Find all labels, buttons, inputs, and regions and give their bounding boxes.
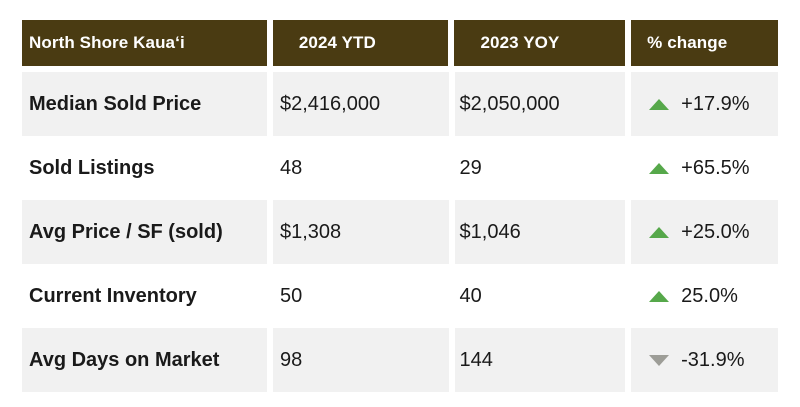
market-stats-table: North Shore Kaua‘i 2024 YTD 2023 YOY % c… xyxy=(22,20,778,392)
value-2023: 144 xyxy=(459,348,493,371)
value-2023: $1,046 xyxy=(459,220,521,243)
table-row-avg-days-on-market: Avg Days on Market 98 144 -31.9% xyxy=(22,328,778,392)
row-label: Current Inventory xyxy=(29,284,197,307)
value-2024: $2,416,000 xyxy=(279,92,381,115)
table-row-median-sold-price: Median Sold Price $2,416,000 $2,050,000 … xyxy=(22,72,778,136)
up-arrow-icon xyxy=(649,226,670,238)
table-row-avg-price-per-sf: Avg Price / SF (sold) $1,308 $1,046 +25.… xyxy=(22,200,778,264)
percent-change: 25.0% xyxy=(681,284,738,307)
value-2024: $1,308 xyxy=(279,220,342,243)
value-2024: 50 xyxy=(279,284,303,307)
percent-change: +17.9% xyxy=(681,92,750,115)
header-region: North Shore Kaua‘i xyxy=(22,20,267,66)
up-arrow-icon xyxy=(649,98,670,110)
percent-change: -31.9% xyxy=(681,348,745,371)
row-label: Median Sold Price xyxy=(29,92,202,115)
up-arrow-icon xyxy=(649,290,670,302)
header-percent-change: % change xyxy=(631,20,778,66)
percent-change: +65.5% xyxy=(681,156,750,179)
down-arrow-icon xyxy=(649,354,670,366)
up-arrow-icon xyxy=(649,162,670,174)
table-row-sold-listings: Sold Listings 48 29 +65.5% xyxy=(22,136,778,200)
header-2023-yoy: 2023 YOY xyxy=(454,20,626,66)
row-label: Avg Days on Market xyxy=(29,348,220,371)
table-header-row: North Shore Kaua‘i 2024 YTD 2023 YOY % c… xyxy=(22,20,778,66)
header-2024-ytd: 2024 YTD xyxy=(272,20,449,66)
table-row-current-inventory: Current Inventory 50 40 25.0% xyxy=(22,264,778,328)
row-label: Sold Listings xyxy=(29,156,155,179)
percent-change: +25.0% xyxy=(681,220,750,243)
value-2024: 98 xyxy=(279,348,303,371)
value-2024: 48 xyxy=(279,156,303,179)
row-label: Avg Price / SF (sold) xyxy=(29,220,223,243)
value-2023: 29 xyxy=(459,156,482,179)
value-2023: 40 xyxy=(459,284,482,307)
value-2023: $2,050,000 xyxy=(459,92,560,115)
